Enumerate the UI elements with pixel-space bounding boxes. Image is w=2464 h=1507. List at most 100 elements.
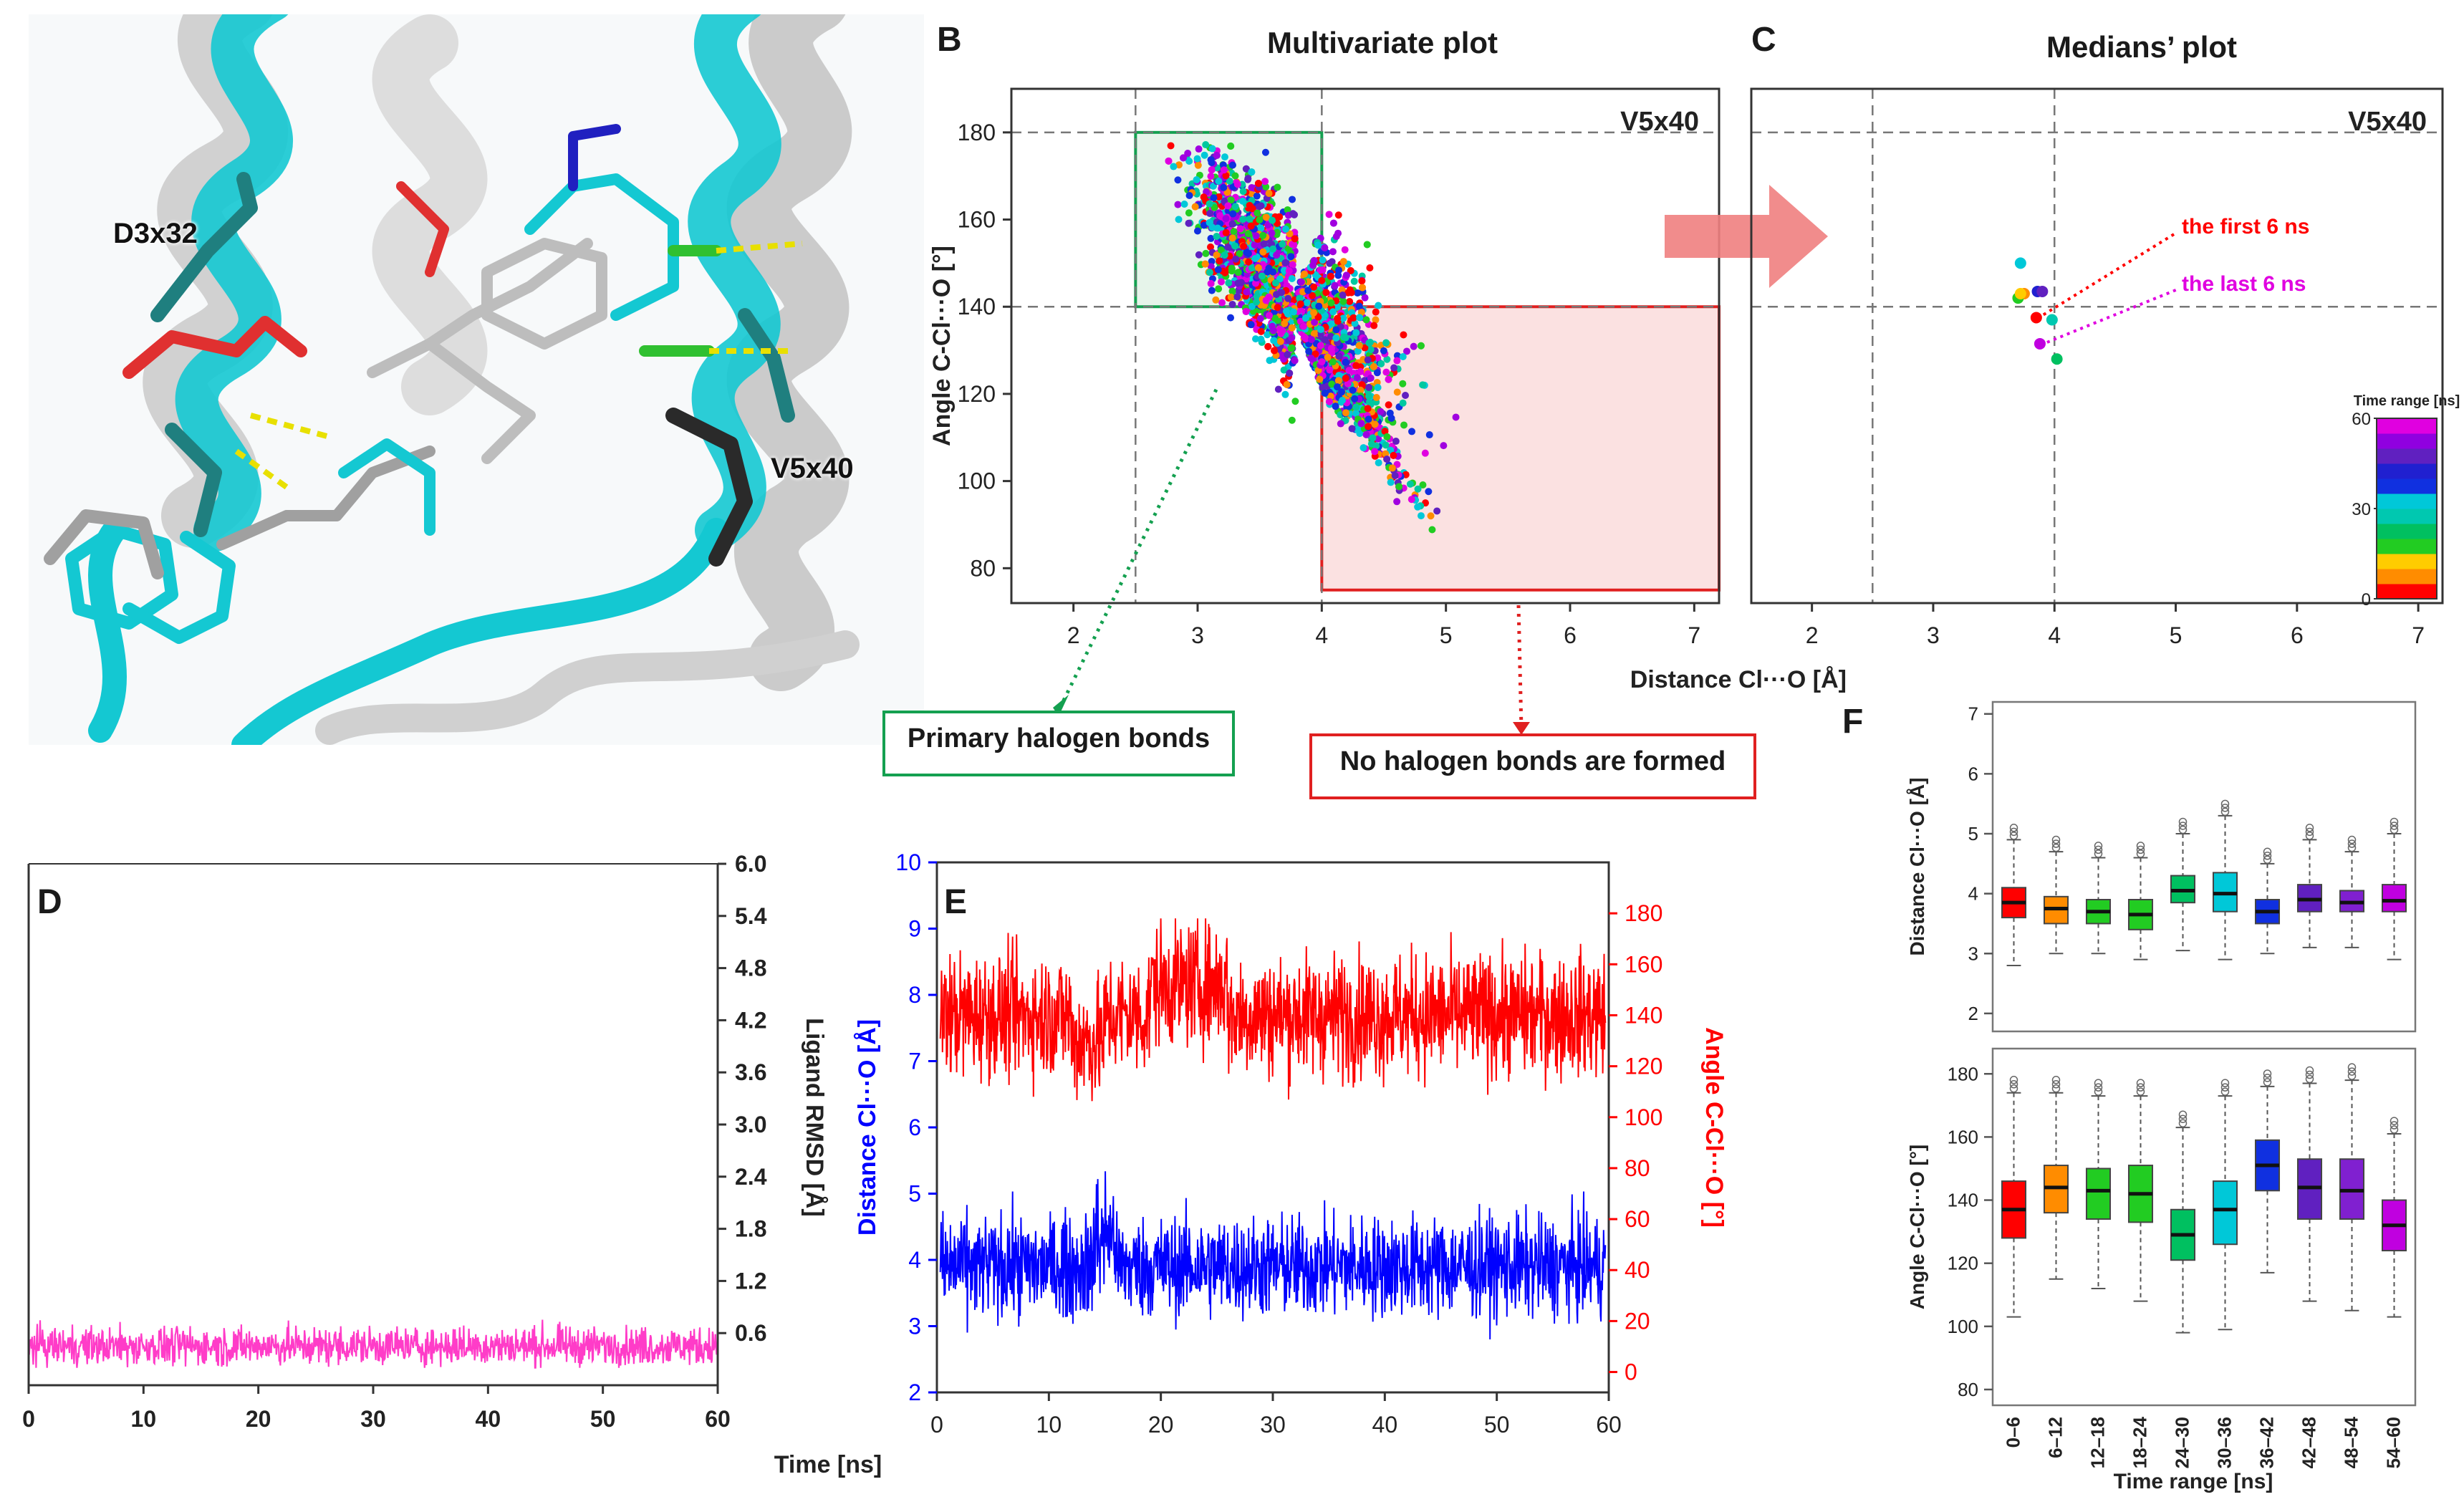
- scatter-point: [1228, 287, 1236, 295]
- scatter-point: [1381, 428, 1389, 435]
- scatter-point: [1339, 258, 1347, 266]
- scatter-point: [1236, 250, 1243, 258]
- scatter-point: [1374, 354, 1382, 362]
- y-tick-label: 3: [1968, 943, 1978, 964]
- scatter-point: [1425, 488, 1433, 496]
- scatter-point: [1383, 355, 1391, 363]
- scatter-point: [1215, 285, 1223, 293]
- scatter-point: [1213, 251, 1221, 259]
- scatter-point: [1257, 335, 1265, 343]
- box-30–36: [2212, 1180, 2238, 1246]
- scatter-point: [1393, 498, 1401, 506]
- scatter-point: [1372, 308, 1380, 316]
- scatter-point: [1339, 297, 1347, 305]
- scatter-point: [1407, 496, 1415, 504]
- panel-b-title: Multivariate plot: [1266, 26, 1498, 59]
- residue-label-v5x40: V5x40: [771, 453, 854, 484]
- scatter-point: [1353, 374, 1361, 382]
- scatter-point: [1408, 428, 1416, 435]
- scatter-point: [1428, 526, 1436, 534]
- scatter-point: [1222, 172, 1230, 180]
- scatter-point: [1202, 249, 1210, 257]
- scatter-point: [1218, 278, 1225, 286]
- scatter-point: [1400, 421, 1408, 429]
- y-axis-label: Distance Cl···O [Å]: [1906, 778, 1928, 956]
- scatter-point: [1288, 274, 1296, 282]
- x-tick-label: 36–42: [2256, 1417, 2278, 1468]
- scatter-point: [1193, 155, 1201, 163]
- scatter-point: [1366, 264, 1374, 271]
- scatter-point: [1273, 228, 1281, 236]
- scatter-point: [1279, 327, 1286, 334]
- y-tick-label: 100: [1948, 1316, 1978, 1337]
- panel-label-c: C: [1751, 21, 1776, 59]
- scatter-point: [1334, 271, 1342, 279]
- scatter-point: [1400, 331, 1407, 339]
- x-tick-label: 30–36: [2214, 1417, 2236, 1468]
- x-tick-label: 54–60: [2383, 1417, 2405, 1468]
- outlier-point: [2136, 1079, 2145, 1087]
- scatter-point: [1210, 194, 1218, 202]
- scatter-point: [1228, 220, 1236, 228]
- y-tick-label: 160: [1948, 1126, 1978, 1147]
- scatter-point: [1341, 246, 1349, 254]
- scatter-point: [1175, 216, 1183, 223]
- outlier-point: [2263, 1069, 2272, 1078]
- scatter-point: [1334, 211, 1342, 219]
- callout-no-halogen-bonds: No halogen bonds are formed: [1309, 733, 1756, 799]
- scatter-point: [1393, 388, 1401, 396]
- scatter-point: [1419, 481, 1427, 488]
- scatter-point: [1362, 316, 1370, 324]
- scatter-point: [1319, 266, 1327, 274]
- scatter-point: [1427, 512, 1435, 520]
- scatter-point: [1207, 279, 1215, 287]
- scatter-point: [1387, 478, 1395, 486]
- panel-c-title: Medians’ plot: [2046, 30, 2238, 64]
- scatter-point: [1399, 380, 1407, 387]
- scatter-point: [1365, 398, 1373, 406]
- x-tick-label: 0–6: [2003, 1417, 2024, 1448]
- scatter-point: [1208, 257, 1216, 265]
- y-tick-label: 4: [1968, 883, 1978, 905]
- y-tick-label: 2: [1968, 1003, 1978, 1024]
- scatter-point: [1167, 142, 1175, 150]
- scatter-point: [1386, 409, 1394, 417]
- scatter-point: [1193, 227, 1201, 235]
- scatter-point: [1414, 503, 1422, 511]
- scatter-point: [1350, 277, 1358, 285]
- scatter-point: [1440, 442, 1448, 450]
- scatter-point: [1239, 216, 1247, 223]
- scatter-point: [1223, 188, 1231, 196]
- scatter-point: [1352, 362, 1360, 370]
- panel-label-e: E: [944, 883, 968, 921]
- molecular-structure-panel: D3x32 V5x40: [29, 14, 924, 745]
- scatter-point: [1175, 161, 1183, 169]
- scatter-point: [1354, 347, 1362, 355]
- scatter-point: [1372, 316, 1380, 324]
- scatter-point: [1452, 413, 1460, 421]
- scatter-point: [1287, 253, 1295, 261]
- scatter-point: [1280, 366, 1288, 374]
- outlier-point: [2051, 1076, 2061, 1084]
- scatter-point: [1359, 444, 1367, 452]
- scatter-point: [1202, 141, 1210, 149]
- x-tick-label: 12–18: [2087, 1417, 2109, 1468]
- scatter-point: [1216, 212, 1224, 220]
- scatter-point: [1253, 192, 1261, 200]
- scatter-point: [1284, 206, 1291, 213]
- panel-label-b: B: [937, 21, 962, 59]
- y-axis-label: Angle C-Cl···O [°]: [1906, 1145, 1928, 1309]
- scatter-point: [1230, 228, 1238, 236]
- outlier-point: [2009, 1076, 2018, 1084]
- box-54–60: [2381, 884, 2407, 913]
- scatter-point: [1390, 364, 1398, 372]
- y-tick-label: 6: [1968, 763, 1978, 784]
- scatter-point: [1233, 293, 1241, 301]
- box-12–18: [2085, 1167, 2112, 1220]
- scatter-point: [1269, 322, 1276, 330]
- scatter-point: [1377, 360, 1385, 367]
- plot-frame-F_top: [1991, 700, 2417, 1033]
- scatter-point: [1327, 393, 1334, 400]
- residue-label-d3x32: D3x32: [113, 218, 198, 249]
- scatter-point: [1357, 367, 1365, 375]
